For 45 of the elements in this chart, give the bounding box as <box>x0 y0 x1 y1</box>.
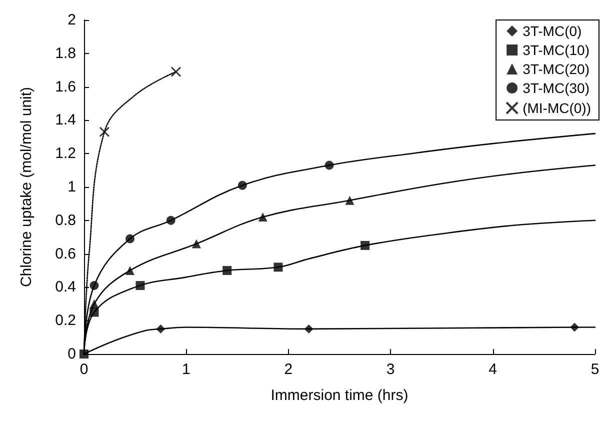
legend-label: 3T-MC(30) <box>522 80 590 96</box>
y-axis-title: Chlorine uptake (mol/mol unit) <box>18 86 35 288</box>
point <box>166 216 176 225</box>
y-tick-label: 2 <box>68 12 76 28</box>
x-tick-label: 2 <box>284 361 293 378</box>
y-tick-label: 1.8 <box>55 44 76 62</box>
point <box>222 266 232 275</box>
y-tick-label: 1.6 <box>55 78 76 96</box>
y-tick-label: 1.4 <box>55 112 76 129</box>
point <box>80 350 88 358</box>
y-tick-label: 0.4 <box>55 278 76 296</box>
point <box>125 266 134 275</box>
point <box>304 324 314 334</box>
y-tick-label: 1.2 <box>55 145 76 162</box>
point <box>90 308 99 317</box>
point <box>126 234 134 244</box>
x-tick-label: 4 <box>488 361 497 378</box>
legend-label: 3T-MC(10) <box>522 42 590 58</box>
y-tick-label: 0.8 <box>55 212 76 229</box>
x-axis-title: Immersion time (hrs) <box>270 387 408 404</box>
y-tick-label: 0.2 <box>55 312 76 330</box>
point <box>90 281 99 290</box>
point <box>238 180 247 190</box>
point <box>156 324 166 334</box>
x-tick-label: 0 <box>80 361 88 378</box>
point <box>90 299 99 308</box>
legend-label: 3T-MC(0) <box>522 23 582 39</box>
legend-label: (MI-MC(0)) <box>522 100 591 116</box>
point <box>258 212 268 222</box>
point <box>192 239 201 248</box>
point <box>570 322 580 332</box>
point <box>170 66 182 78</box>
point <box>136 281 145 290</box>
y-tick-label: 1 <box>68 178 76 196</box>
y-tick-label: 0.6 <box>55 245 76 262</box>
point <box>345 196 354 205</box>
x-tick-label: 3 <box>386 361 395 378</box>
y-tick-label: 0 <box>68 346 76 362</box>
legend-label: 3T-MC(20) <box>522 61 590 77</box>
point <box>99 126 110 138</box>
point <box>324 160 334 170</box>
point <box>274 262 283 272</box>
x-tick-label: 5 <box>590 361 600 378</box>
x-tick-label: 1 <box>182 361 190 378</box>
point <box>360 240 370 250</box>
